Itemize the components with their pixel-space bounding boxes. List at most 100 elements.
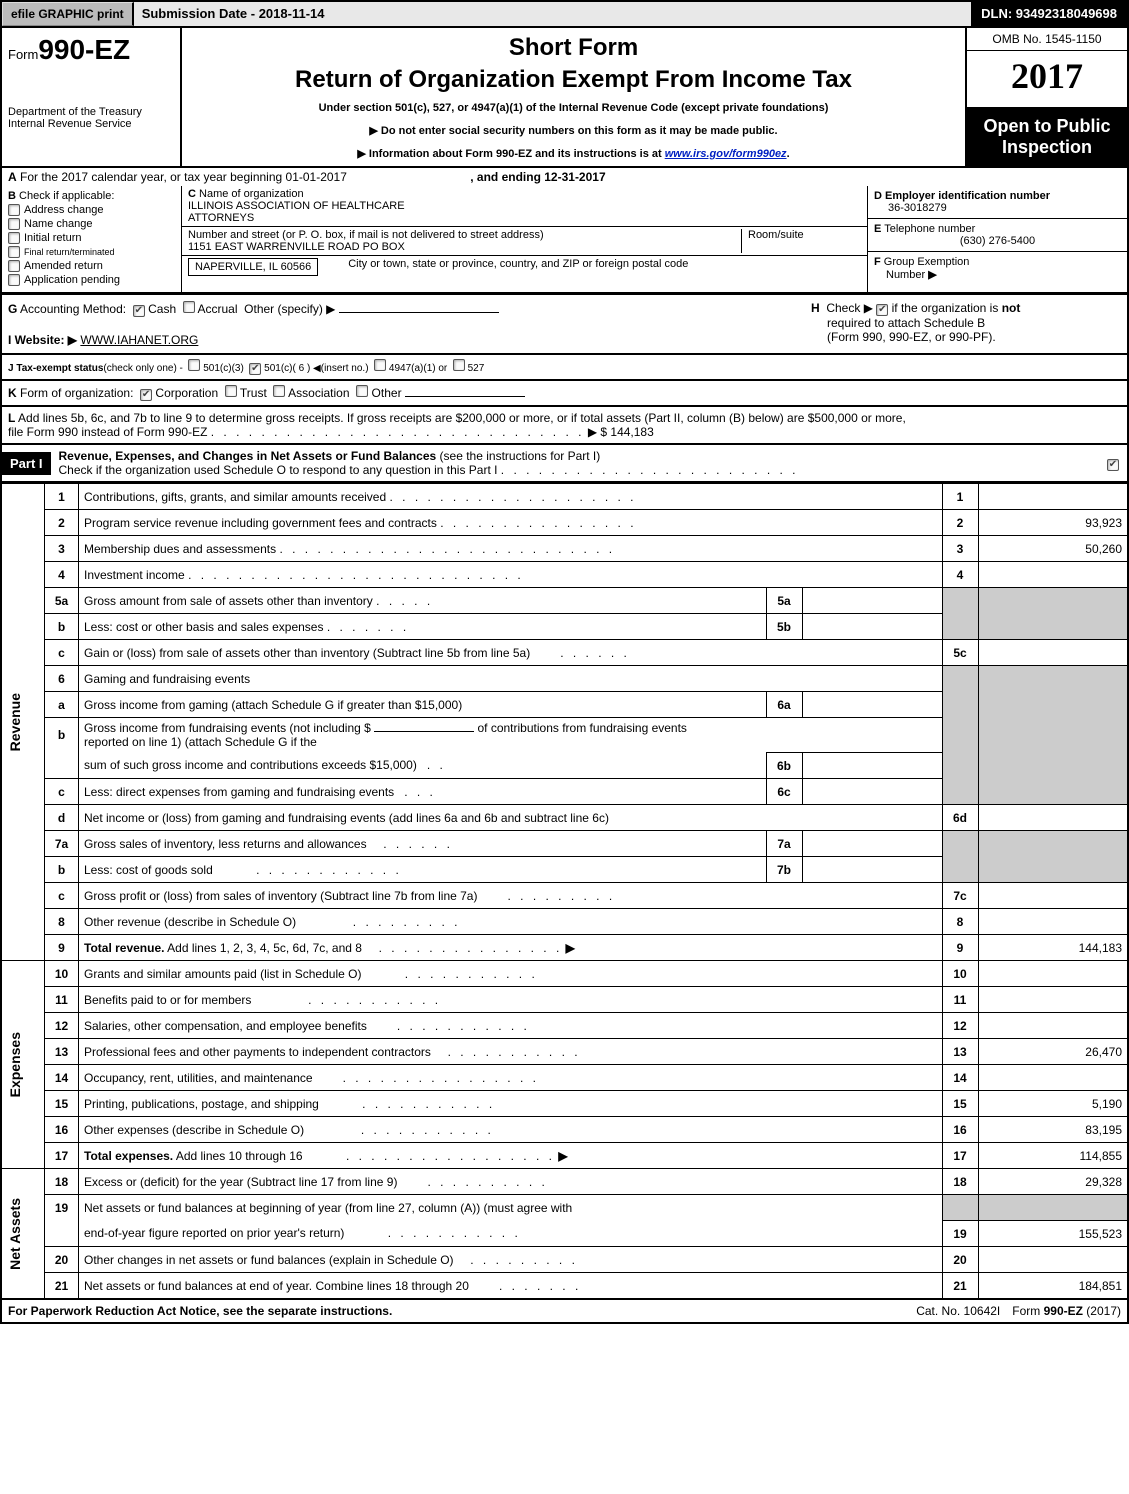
chk-527[interactable]: [453, 359, 465, 371]
lines-table: Revenue 1 Contributions, gifts, grants, …: [0, 483, 1129, 1299]
line-5c-desc: Gain or (loss) from sale of assets other…: [84, 646, 530, 660]
line-5c-num: c: [45, 640, 79, 666]
page-footer: For Paperwork Reduction Act Notice, see …: [0, 1299, 1129, 1324]
room-suite-label: Room/suite: [748, 229, 804, 241]
line-5b-mn: 5b: [766, 614, 802, 640]
shade-6b2-v: [978, 753, 1128, 779]
line-14-rv: [978, 1065, 1128, 1091]
line-5a-row: 5a Gross amount from sale of assets othe…: [1, 588, 1128, 614]
opt-other-org: Other: [372, 386, 402, 400]
tel-label: Telephone number: [884, 223, 975, 235]
line-4-rn: 4: [942, 562, 978, 588]
line-7a-mn: 7a: [766, 831, 802, 857]
chk-cash[interactable]: [133, 305, 145, 317]
line-6d-num: d: [45, 805, 79, 831]
chk-association[interactable]: [273, 385, 285, 397]
line-7b-row: b Less: cost of goods sold . . . . . . .…: [1, 857, 1128, 883]
chk-amended-return[interactable]: [8, 260, 20, 272]
shade-7b: [942, 857, 978, 883]
line-11-desc: Benefits paid to or for members: [84, 993, 251, 1007]
line-5b-mv: [802, 614, 942, 640]
form-prefix: Form: [8, 47, 38, 62]
info-link-prefix: ▶ Information about Form 990-EZ and its …: [357, 148, 664, 160]
chk-other-org[interactable]: [356, 385, 368, 397]
line-1-num: 1: [45, 484, 79, 510]
lbl-name-change: Name change: [24, 218, 93, 230]
chk-name-change[interactable]: [8, 218, 20, 230]
ein-label: Employer identification number: [885, 190, 1050, 202]
line-18-rv: 29,328: [978, 1169, 1128, 1195]
line-18-num: 18: [45, 1169, 79, 1195]
chk-H[interactable]: [876, 304, 888, 316]
line-19-rn: 19: [942, 1221, 978, 1247]
line-7b-mn: 7b: [766, 857, 802, 883]
line-2-row: 2 Program service revenue including gove…: [1, 510, 1128, 536]
lbl-application-pending: Application pending: [24, 274, 120, 286]
group-exemption-1: Group Exemption: [884, 256, 970, 268]
line-15-rn: 15: [942, 1091, 978, 1117]
tel-value: (630) 276-5400: [874, 235, 1121, 247]
chk-501c[interactable]: [249, 363, 261, 375]
line-2-num: 2: [45, 510, 79, 536]
chk-part-I-schedule-o[interactable]: [1107, 459, 1119, 471]
chk-corporation[interactable]: [140, 389, 152, 401]
line-17-rn: 17: [942, 1143, 978, 1169]
opt-501c3: 501(c)(3): [203, 363, 244, 374]
line-A-ending: , and ending 12-31-2017: [470, 170, 605, 184]
opt-501c: 501(c)( 6 ) ◀(insert no.): [264, 363, 368, 374]
line-11-rv: [978, 987, 1128, 1013]
line-12-num: 12: [45, 1013, 79, 1039]
line-6d-rn: 6d: [942, 805, 978, 831]
chk-final-return[interactable]: [8, 246, 20, 258]
label-A: A: [8, 170, 17, 184]
shade-6b1-v: [978, 718, 1128, 753]
line-15-rv: 5,190: [978, 1091, 1128, 1117]
section-C: C Name of organization ILLINOIS ASSOCIAT…: [182, 186, 867, 292]
line-8-desc: Other revenue (describe in Schedule O): [84, 915, 296, 929]
line-6b-mn: 6b: [766, 753, 802, 779]
line-5a-mv: [802, 588, 942, 614]
J-tail: (check only one) -: [103, 363, 182, 374]
website-value[interactable]: WWW.IAHANET.ORG: [80, 333, 198, 347]
line-7c-row: c Gross profit or (loss) from sales of i…: [1, 883, 1128, 909]
line-6b-num: b: [45, 718, 79, 753]
line-6b-row-2: sum of such gross income and contributio…: [1, 753, 1128, 779]
line-21-row: 21 Net assets or fund balances at end of…: [1, 1273, 1128, 1299]
line-6a-row: a Gross income from gaming (attach Sched…: [1, 692, 1128, 718]
chk-4947[interactable]: [374, 359, 386, 371]
line-12-rv: [978, 1013, 1128, 1039]
line-1-rn: 1: [942, 484, 978, 510]
line-6a-num: a: [45, 692, 79, 718]
line-19-num: 19: [45, 1195, 79, 1221]
chk-trust[interactable]: [225, 385, 237, 397]
line-17-desc-b: Total expenses.: [84, 1149, 173, 1163]
line-6-desc: Gaming and fundraising events: [84, 672, 250, 686]
line-6-num: 6: [45, 666, 79, 692]
H-not: not: [1002, 301, 1021, 315]
irs-link[interactable]: www.irs.gov/form990ez: [665, 148, 787, 160]
city-line: NAPERVILLE, IL 60566: [188, 258, 318, 276]
chk-address-change[interactable]: [8, 204, 20, 216]
shade-7a: [942, 831, 978, 857]
chk-initial-return[interactable]: [8, 232, 20, 244]
line-15-num: 15: [45, 1091, 79, 1117]
open-public-line1: Open to Public: [971, 116, 1123, 137]
chk-accrual[interactable]: [183, 301, 195, 313]
line-20-row: 20 Other changes in net assets or fund b…: [1, 1247, 1128, 1273]
dept-treasury: Department of the Treasury: [8, 106, 174, 118]
line-9-row: 9 Total revenue. Add lines 1, 2, 3, 4, 5…: [1, 935, 1128, 961]
L-text2: file Form 990 instead of Form 990-EZ: [8, 425, 207, 439]
line-7b-mv: [802, 857, 942, 883]
chk-application-pending[interactable]: [8, 274, 20, 286]
chk-501c3[interactable]: [188, 359, 200, 371]
line-9-desc-b: Total revenue.: [84, 941, 164, 955]
efile-print-button[interactable]: efile GRAPHIC print: [2, 2, 134, 26]
line-6d-desc: Net income or (loss) from gaming and fun…: [84, 811, 609, 825]
other-org-line: [405, 396, 525, 397]
line-6b-desc2: reported on line 1) (attach Schedule G i…: [84, 735, 317, 749]
line-21-desc: Net assets or fund balances at end of ye…: [84, 1279, 469, 1293]
line-6b-blank: [374, 731, 474, 732]
lbl-final-return: Final return/terminated: [24, 247, 115, 257]
form-org-label: Form of organization:: [20, 386, 133, 400]
line-17-row: 17 Total expenses. Add lines 10 through …: [1, 1143, 1128, 1169]
